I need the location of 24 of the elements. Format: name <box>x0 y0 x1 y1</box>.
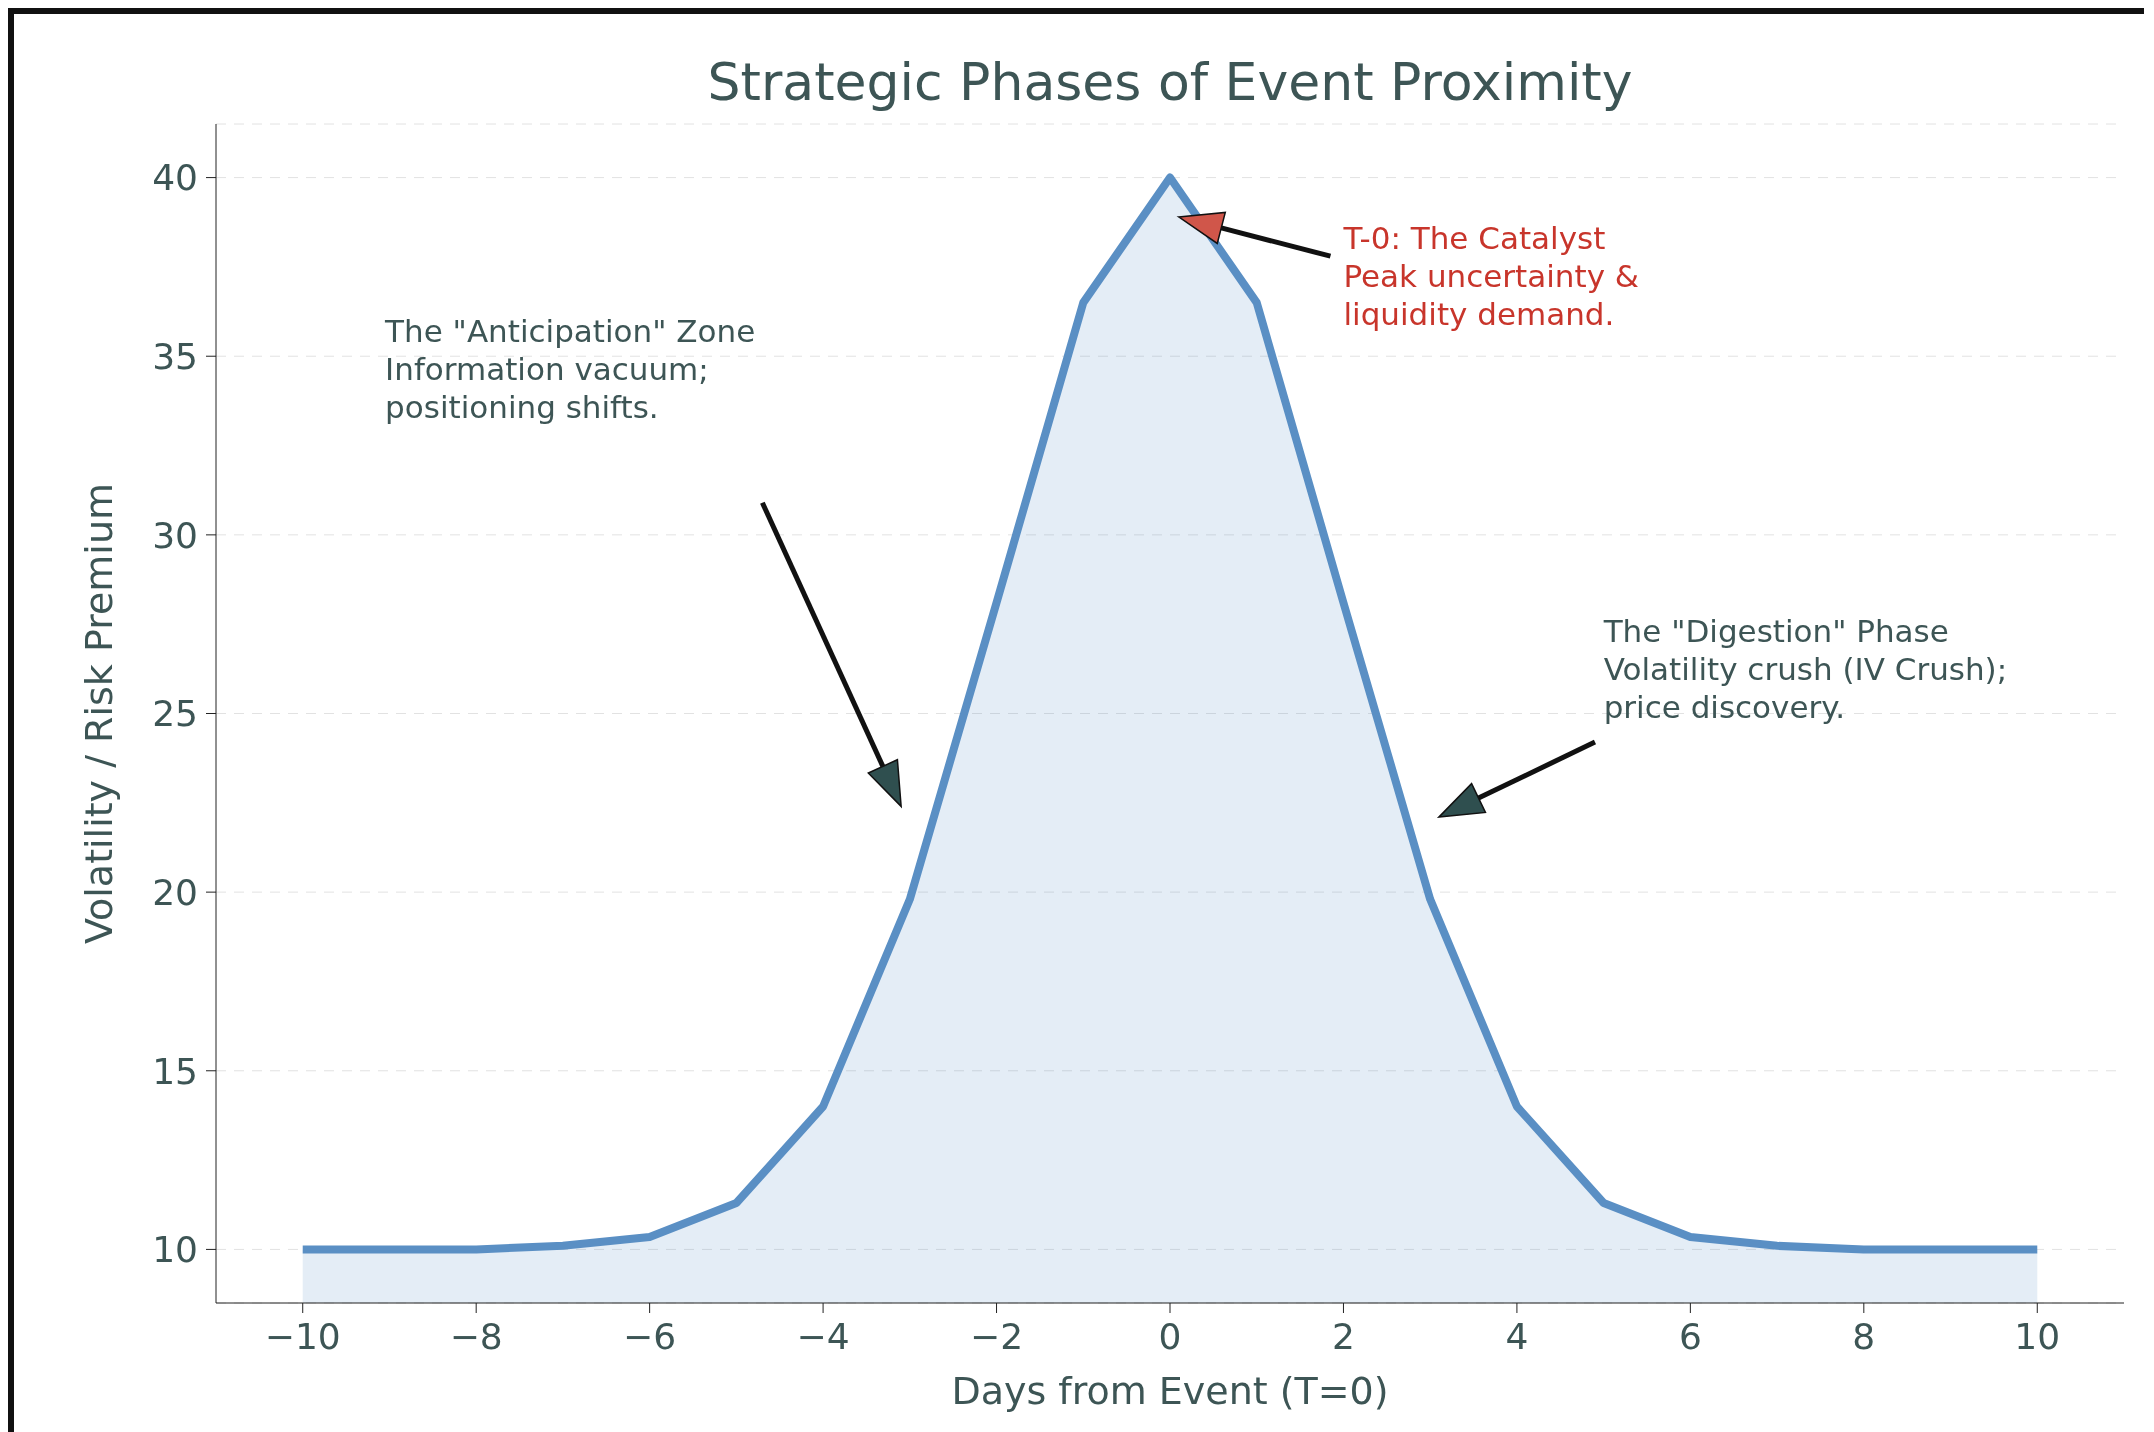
annotation: T-0: The Catalyst Peak uncertainty & liquidity demand. <box>1342 220 1640 333</box>
x-tick-label: 4 <box>1505 1315 1529 1357</box>
y-tick-label: 40 <box>152 157 198 199</box>
x-tick-label: 8 <box>1852 1315 1876 1357</box>
y-tick-label: 30 <box>152 514 198 556</box>
y-tick-label: 10 <box>152 1229 198 1271</box>
x-tick-label: −10 <box>264 1315 341 1357</box>
x-tick-label: 10 <box>2014 1315 2061 1357</box>
x-tick-label: −6 <box>623 1315 677 1357</box>
x-tick-label: 0 <box>1158 1315 1182 1357</box>
y-tick-label: 25 <box>152 693 198 735</box>
x-tick-label: 2 <box>1332 1315 1355 1357</box>
y-tick-label: 15 <box>152 1050 198 1092</box>
x-tick-label: −8 <box>449 1315 503 1357</box>
y-axis-title: Volatility / Risk Premium <box>77 483 121 944</box>
y-tick-label: 35 <box>152 336 198 378</box>
annotation: The "Digestion" Phase Volatility crush (IV Crush); price discovery. <box>1602 613 2008 726</box>
chart-title: Strategic Phases of Event Proximity <box>707 52 1633 112</box>
annotation: The "Anticipation" Zone Information vacuum; positioning shifts. <box>384 312 756 425</box>
x-axis-title: Days from Event (T=0) <box>951 1369 1389 1413</box>
x-tick-label: −4 <box>796 1315 850 1357</box>
y-tick-label: 20 <box>152 871 198 913</box>
x-tick-label: −2 <box>970 1315 1024 1357</box>
x-tick-label: 6 <box>1678 1315 1702 1357</box>
